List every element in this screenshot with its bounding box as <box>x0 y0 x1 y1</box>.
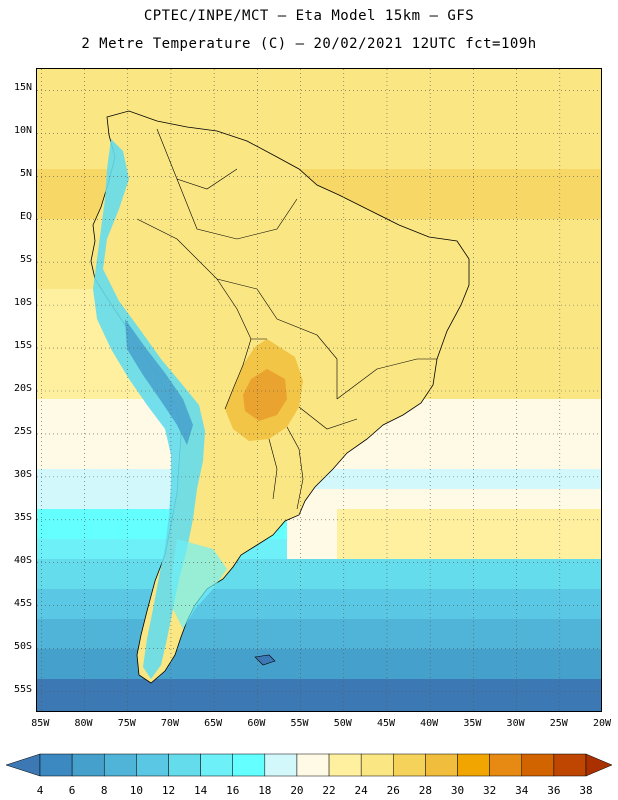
lon-label-60w: 60W <box>247 718 266 729</box>
map-canvas <box>37 69 601 711</box>
colorbar-max-arrow <box>585 753 613 777</box>
lon-label-25w: 25W <box>549 718 568 729</box>
colorbar-label-18: 18 <box>258 784 272 797</box>
colorbar-label-10: 10 <box>129 784 143 797</box>
lon-label-35w: 35W <box>463 718 482 729</box>
andes-core <box>125 319 193 445</box>
colorbar-label-36: 36 <box>547 784 561 797</box>
colorbar-swatch <box>264 753 298 777</box>
colorbar-swatch <box>425 753 458 777</box>
colorbar-swatch <box>103 753 137 777</box>
patagonia-cool <box>171 539 227 629</box>
lat-label-15s: 15S <box>13 340 32 352</box>
lat-label-40s: 40S <box>13 554 32 566</box>
lat-label-5n: 5N <box>19 168 32 180</box>
band-4-6 <box>37 679 601 711</box>
chart-title-line1: CPTEC/INPE/MCT – Eta Model 15km – GFS <box>143 8 475 24</box>
chart-title-line2: 2 Metre Temperature (C) – 20/02/2021 12U… <box>81 36 537 52</box>
lat-label-20s: 20S <box>13 383 32 394</box>
lon-label-30w: 30W <box>506 718 525 729</box>
lat-label-5s: 5S <box>19 254 32 266</box>
colorbar-min-arrow <box>5 753 41 777</box>
temperature-map <box>36 68 602 712</box>
lat-label-15n: 15N <box>13 82 32 94</box>
colorbar-label-12: 12 <box>161 784 176 797</box>
band-6-8 <box>37 649 601 679</box>
warm-interior-core <box>243 369 287 421</box>
colorbar-label-22: 22 <box>322 784 336 797</box>
colorbar-swatch <box>553 753 587 777</box>
colorbar <box>5 753 613 777</box>
colorbar-label-16: 16 <box>226 784 240 797</box>
colorbar-swatch <box>457 753 490 777</box>
country-borders <box>136 128 437 510</box>
colorbar-swatch <box>360 753 394 777</box>
colorbar-label-6: 6 <box>68 784 76 797</box>
lon-label-55w: 55W <box>290 718 309 729</box>
band-10-12 <box>37 589 601 619</box>
colorbar-label-14: 14 <box>193 784 208 797</box>
lat-label-25s: 25S <box>13 425 32 437</box>
colorbar-label-26: 26 <box>386 784 400 797</box>
colorbar-label-8: 8 <box>100 784 108 797</box>
lat-label-30s: 30S <box>13 468 32 480</box>
colorbar-swatch <box>393 753 426 777</box>
colorbar-label-24: 24 <box>354 784 368 797</box>
colorbar-label-30: 30 <box>450 784 465 797</box>
lat-label-45s: 45S <box>13 597 32 609</box>
lat-label-55s: 55S <box>13 683 32 695</box>
colorbar-label-4: 4 <box>36 784 44 797</box>
colorbar-label-34: 34 <box>515 784 529 797</box>
lat-label-35s: 35S <box>13 511 32 523</box>
lon-label-65w: 65W <box>204 718 223 729</box>
colorbar-swatch <box>296 753 330 777</box>
colorbar-label-38: 38 <box>579 784 593 797</box>
colorbar-swatch <box>136 753 169 777</box>
colorbar-swatch <box>328 753 362 777</box>
band-8-10 <box>37 619 601 649</box>
lon-label-20w: 20W <box>592 718 612 729</box>
falklands <box>254 654 276 666</box>
lon-label-85w: 85W <box>31 718 50 729</box>
band-12-14 <box>37 559 601 589</box>
colorbar-swatch <box>168 753 201 777</box>
lat-label-10s: 10S <box>13 297 32 309</box>
colorbar-swatch <box>200 753 233 777</box>
lon-label-70w: 70W <box>160 718 179 729</box>
colorbar-label-28: 28 <box>418 784 433 797</box>
lat-label-50s: 50S <box>13 640 32 652</box>
colorbar-swatch <box>71 753 105 777</box>
east-warm-south-2 <box>337 509 601 559</box>
map-grid <box>37 69 601 711</box>
colorbar-label-32: 32 <box>483 784 497 797</box>
lon-label-50w: 50W <box>333 718 352 729</box>
colorbar-swatch <box>521 753 555 777</box>
colorbar-swatch <box>39 753 73 777</box>
colorbar-label-20: 20 <box>290 784 304 797</box>
lon-label-40w: 40W <box>420 718 439 729</box>
lat-label-eq: EQ <box>19 211 32 223</box>
lon-label-75w: 75W <box>117 718 136 729</box>
colorbar-swatch <box>232 753 266 777</box>
lon-label-45w: 45W <box>376 718 395 729</box>
lat-label-10n: 10N <box>13 125 32 137</box>
colorbar-swatch <box>489 753 523 777</box>
lon-label-80w: 80W <box>74 718 93 729</box>
